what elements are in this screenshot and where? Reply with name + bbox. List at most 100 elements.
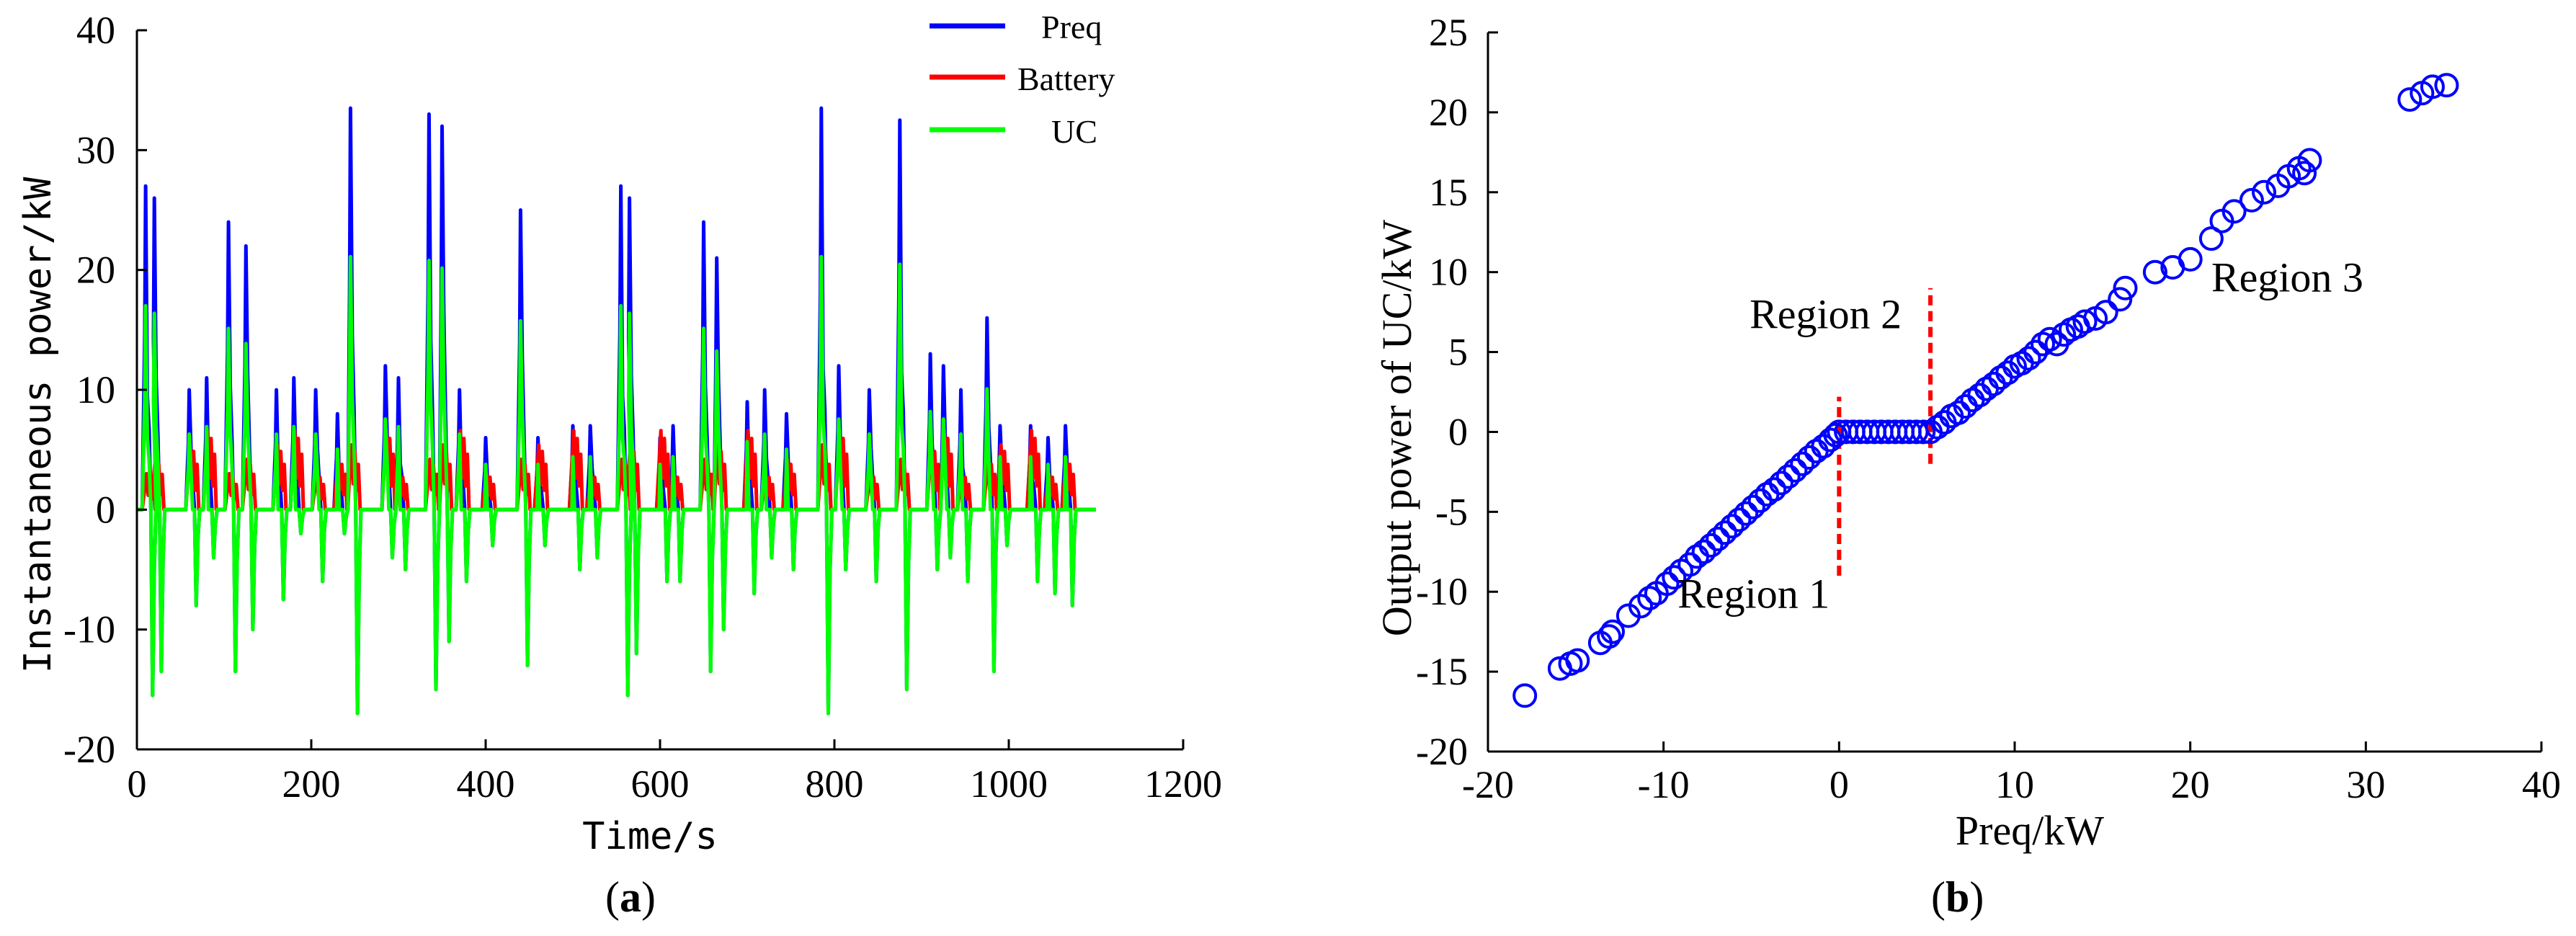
panel-a-x-tick-label: 1000 (970, 762, 1048, 806)
panel-a-letter: a (620, 873, 641, 921)
region-3-label: Region 3 (2211, 254, 2363, 300)
scatter-point (1712, 520, 1737, 545)
scatter-point (1698, 532, 1724, 558)
scatter-point (1597, 624, 1622, 649)
panel-b-y-tick-label: 20 (1429, 91, 1468, 134)
panel-b-y-tick-label: -20 (1416, 730, 1468, 773)
scatter-point (1734, 501, 1759, 526)
panel-b-scatter-points (1512, 73, 2459, 708)
scatter-point (2108, 287, 2133, 312)
scatter-point (2434, 73, 2459, 98)
scatter-point (2297, 148, 2322, 173)
scatter-point (1691, 539, 1716, 564)
scatter-point (2016, 346, 2041, 371)
panel-a-y-tick-label: -20 (63, 728, 115, 771)
scatter-point (2221, 199, 2247, 224)
panel-b-y-tick-label: 15 (1429, 171, 1468, 214)
scatter-point (2031, 331, 2055, 357)
scatter-point (1790, 451, 1815, 476)
scatter-point (2292, 161, 2317, 186)
panel-a-y-axis-title: Instantaneous power/kW (17, 177, 60, 673)
panel-b-axes: -20 -10 0 10 20 30 40 -20 -15 -10 -5 0 5 10 15 20 25 (1416, 11, 2561, 806)
panel-b-y-axis-title: Output power of UC/kW (1373, 220, 1420, 637)
panel-b-y-tick-label: -5 (1435, 490, 1468, 533)
panel-b-y-tick-label: -15 (1416, 650, 1468, 693)
panel-a-y-tick-label: 0 (96, 488, 115, 531)
panel-b-label: (b) (1931, 873, 1984, 921)
panel-a-y-tick-label: -10 (63, 608, 115, 651)
panel-b-y-tick-label: 5 (1448, 331, 1468, 374)
panel-a-axes: 0 200 400 600 800 1000 1200 -20 -10 0 10 20 30 40 (63, 9, 1222, 806)
scatter-point (1946, 400, 1971, 425)
scatter-point (1911, 419, 1936, 445)
panel-b-x-tick-label: -10 (1638, 763, 1690, 806)
scatter-point (1719, 514, 1744, 539)
panel-a-x-tick-label: 200 (282, 762, 341, 806)
panel-b-y-tick-label: 10 (1429, 251, 1468, 294)
scatter-point (1565, 648, 1590, 673)
scatter-point (2252, 179, 2276, 205)
scatter-point (1775, 464, 1801, 489)
region-2-label: Region 2 (1750, 290, 1902, 337)
scatter-point (1637, 586, 1662, 611)
panel-b-region-annotations: Region 1 Region 2 Region 3 (1677, 254, 2363, 617)
panel-b-x-tick-label: 0 (1830, 763, 1849, 806)
scatter-point (1768, 471, 1793, 496)
panel-a-series-group (137, 106, 1096, 716)
scatter-point (2178, 246, 2203, 272)
panel-b-y-tick-label: 25 (1429, 11, 1468, 54)
scatter-point (1600, 619, 1625, 644)
scatter-point (1654, 571, 1680, 597)
scatter-point (1677, 552, 1703, 577)
scatter-point (2397, 87, 2423, 112)
scatter-point (2051, 322, 2077, 347)
panel-a-legend: Preq Battery UC (930, 9, 1115, 150)
panel-a-y-tick-label: 10 (76, 368, 115, 411)
panel-a-x-tick-label: 600 (631, 762, 690, 806)
panel-b-scatter-chart: -20 -10 0 10 20 30 40 -20 -15 -10 -5 0 5 10 15 20 25 Reg… (1373, 11, 2561, 921)
panel-b-region-dividers (1837, 288, 1933, 576)
scatter-point (1662, 565, 1687, 590)
panel-a-x-tick-label: 1200 (1144, 762, 1222, 806)
scatter-point (2023, 339, 2049, 365)
series-line-uc (137, 254, 1096, 716)
scatter-point (2142, 259, 2167, 285)
scatter-point (1823, 422, 1848, 447)
scatter-point (1783, 458, 1808, 483)
legend-label-battery: Battery (1017, 61, 1115, 97)
svg-text:(a): (a) (605, 873, 656, 921)
scatter-point (2420, 74, 2445, 99)
scatter-point (1726, 507, 1752, 532)
panel-b-x-tick-label: 30 (2346, 763, 2385, 806)
scatter-point (2113, 275, 2138, 300)
panel-a-y-tick-label: 30 (76, 128, 115, 171)
panel-b-x-tick-label: 10 (1995, 763, 2034, 806)
scatter-point (2072, 309, 2098, 334)
legend-label-uc: UC (1051, 113, 1097, 150)
scatter-point (2198, 226, 2224, 251)
scatter-point (2239, 187, 2264, 213)
panel-a-x-axis-title: Time/s (582, 815, 718, 858)
panel-a-x-tick-label: 800 (806, 762, 864, 806)
panel-a-label: (a) (605, 873, 656, 921)
scatter-point (2093, 300, 2118, 325)
scatter-point (1706, 527, 1731, 551)
region-1-label: Region 1 (1677, 570, 1830, 617)
panel-a-y-tick-label: 40 (76, 9, 115, 52)
panel-b-x-tick-label: 20 (2171, 763, 2210, 806)
panel-b-x-tick-label: -20 (1462, 763, 1514, 806)
scatter-point (1628, 594, 1653, 619)
panel-a-y-tick-label: 20 (76, 249, 115, 292)
panel-b-x-axis-title: Preq/kW (1956, 807, 2104, 854)
panel-b-letter: b (1946, 873, 1969, 921)
scatter-point (1740, 494, 1765, 520)
panel-a-x-tick-label: 400 (457, 762, 515, 806)
svg-text:(b): (b) (1931, 873, 1984, 921)
scatter-point (2037, 326, 2062, 352)
panel-b-x-tick-label: 40 (2522, 763, 2561, 806)
scatter-point (1512, 683, 1538, 708)
panel-a-x-tick-label: 0 (128, 762, 147, 806)
scatter-point (1762, 477, 1787, 502)
legend-label-preq: Preq (1041, 9, 1102, 45)
